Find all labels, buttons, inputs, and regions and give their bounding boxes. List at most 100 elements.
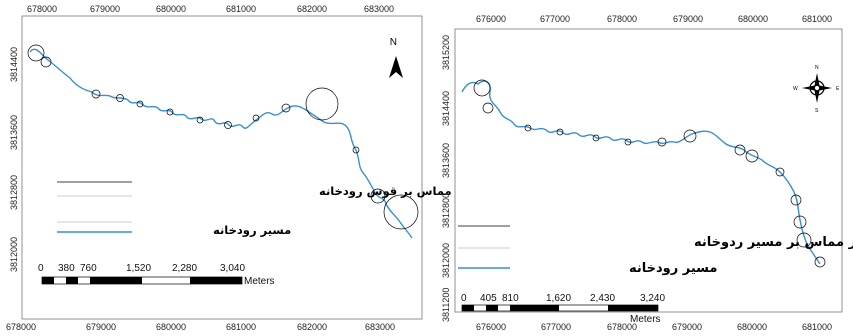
compass-s: S xyxy=(815,108,819,114)
left-side-tick-2: 3813600 xyxy=(9,115,19,150)
right-bottom-tick-3: 678000 xyxy=(607,322,637,332)
scale-segment-filled xyxy=(90,277,142,284)
tangent-circle xyxy=(116,94,124,102)
left-top-tick-5: 682000 xyxy=(297,4,327,14)
tangent-circle xyxy=(793,215,807,229)
scale-label: 2,280 xyxy=(172,263,197,274)
right-side-tick-5: 3812000 xyxy=(441,243,451,278)
tangent-circle xyxy=(166,108,174,116)
scale-label: 0 xyxy=(38,263,44,274)
left-scale-bar: 0 380 760 1,520 2,280 3,040 Meters xyxy=(38,263,275,287)
left-top-tick-6: 683000 xyxy=(364,4,394,14)
compass-n: N xyxy=(815,65,819,71)
right-bottom-tick-1: 676000 xyxy=(476,322,506,332)
right-side-tick-1: 3815200 xyxy=(441,35,451,70)
right-top-tick-2: 677000 xyxy=(540,14,570,24)
left-bottom-tick-2: 679000 xyxy=(86,322,116,332)
right-scale-bar: 0 405 810 1,620 2,430 3,240 Meters xyxy=(461,293,665,325)
legend-circles-label: دوایر مماس بر مسیر ردوخانه xyxy=(694,235,853,250)
right-legend: دوایر مماس بر مسیر ردوخانه مسیر رودخانه xyxy=(458,225,853,276)
tangent-circle xyxy=(814,256,826,268)
right-top-tick-6: 681000 xyxy=(802,14,832,24)
scale-label: 2,430 xyxy=(590,293,615,304)
tangent-circle xyxy=(196,116,204,124)
left-side-tick-3: 3812800 xyxy=(9,175,19,210)
tangent-circle xyxy=(657,137,667,147)
scale-label: 3,040 xyxy=(220,263,245,274)
tangent-circle xyxy=(305,87,339,121)
tangent-circle xyxy=(383,194,419,230)
scale-segment-filled xyxy=(486,305,498,311)
left-map-frame xyxy=(21,15,423,320)
scale-label: 760 xyxy=(80,263,97,274)
left-side-tick-4: 3812000 xyxy=(9,237,19,272)
right-side-tick-3: 3813600 xyxy=(441,143,451,178)
tangent-circle xyxy=(790,194,802,206)
scale-label: 3,240 xyxy=(640,293,665,304)
right-river-path xyxy=(461,80,821,265)
tangent-circle xyxy=(473,79,491,97)
left-top-tick-1: 678000 xyxy=(27,4,57,14)
left-bottom-tick-5: 682000 xyxy=(297,322,327,332)
right-side-tick-2: 3814400 xyxy=(441,91,451,126)
right-top-tick-3: 678000 xyxy=(607,14,637,24)
left-bottom-tick-6: 683000 xyxy=(365,322,395,332)
right-side-tick-6: 3811200 xyxy=(441,288,451,322)
left-river-path xyxy=(29,48,413,239)
scale-label: 0 xyxy=(461,293,467,304)
right-side-tick-4: 3812800 xyxy=(441,193,451,228)
tangent-circle xyxy=(524,124,532,132)
right-bottom-tick-4: 679000 xyxy=(672,322,702,332)
right-top-tick-5: 680000 xyxy=(738,14,768,24)
left-side-tick-1: 3814400 xyxy=(9,47,19,82)
compass-w: W xyxy=(793,86,798,92)
tangent-circle xyxy=(775,167,785,177)
left-bottom-tick-4: 681000 xyxy=(226,322,256,332)
left-top-tick-3: 680000 xyxy=(156,4,186,14)
north-arrow-icon: N xyxy=(389,35,403,78)
tangent-circle xyxy=(683,129,697,143)
left-map: 678000 679000 680000 681000 682000 68300… xyxy=(6,4,484,332)
scale-unit: Meters xyxy=(630,314,661,325)
scale-label: 1,620 xyxy=(546,293,571,304)
legend-circles-label: دوایر مماس بر قوس رودخانه xyxy=(319,184,484,199)
tangent-circle xyxy=(796,232,812,248)
left-top-tick-2: 679000 xyxy=(90,4,120,14)
scale-segment-filled xyxy=(608,305,658,311)
scale-label: 380 xyxy=(58,263,75,274)
tangent-circle xyxy=(556,128,564,136)
left-bottom-tick-1: 678000 xyxy=(6,322,36,332)
scale-segment-filled xyxy=(510,305,559,311)
tangent-circle xyxy=(592,134,600,142)
compass-rose-icon: N S W E xyxy=(793,65,840,114)
scale-segment-filled xyxy=(66,277,78,284)
tangent-circle xyxy=(91,89,101,99)
tangent-circle xyxy=(370,188,386,204)
right-map: 676000 677000 678000 679000 680000 68100… xyxy=(441,14,853,332)
legend-river-label: مسیر رودخانه xyxy=(629,261,717,276)
scale-unit: Meters xyxy=(244,276,275,287)
scale-segment-filled xyxy=(42,277,54,284)
tangent-circle xyxy=(136,100,144,108)
tangent-circle xyxy=(734,144,746,156)
tangent-circle xyxy=(224,121,232,129)
tangent-circle xyxy=(40,56,52,68)
scale-label: 405 xyxy=(480,293,497,304)
right-bottom-tick-2: 677000 xyxy=(541,322,571,332)
north-arrow-label: N xyxy=(390,35,397,46)
scale-segment-filled xyxy=(190,277,242,284)
tangent-circle xyxy=(624,138,632,146)
tangent-circle xyxy=(27,44,45,62)
right-bottom-tick-5: 680000 xyxy=(737,322,767,332)
tangent-circle xyxy=(745,149,759,163)
scale-label: 1,520 xyxy=(126,263,151,274)
left-tangent-circles xyxy=(27,44,419,230)
tangent-circle xyxy=(281,103,291,113)
left-legend: دوایر مماس بر قوس رودخانه مسیر رودخانه xyxy=(57,181,484,238)
tangent-circle xyxy=(252,114,260,122)
left-top-tick-4: 681000 xyxy=(226,4,256,14)
left-bottom-tick-3: 680000 xyxy=(156,322,186,332)
right-bottom-tick-6: 681000 xyxy=(802,322,832,332)
